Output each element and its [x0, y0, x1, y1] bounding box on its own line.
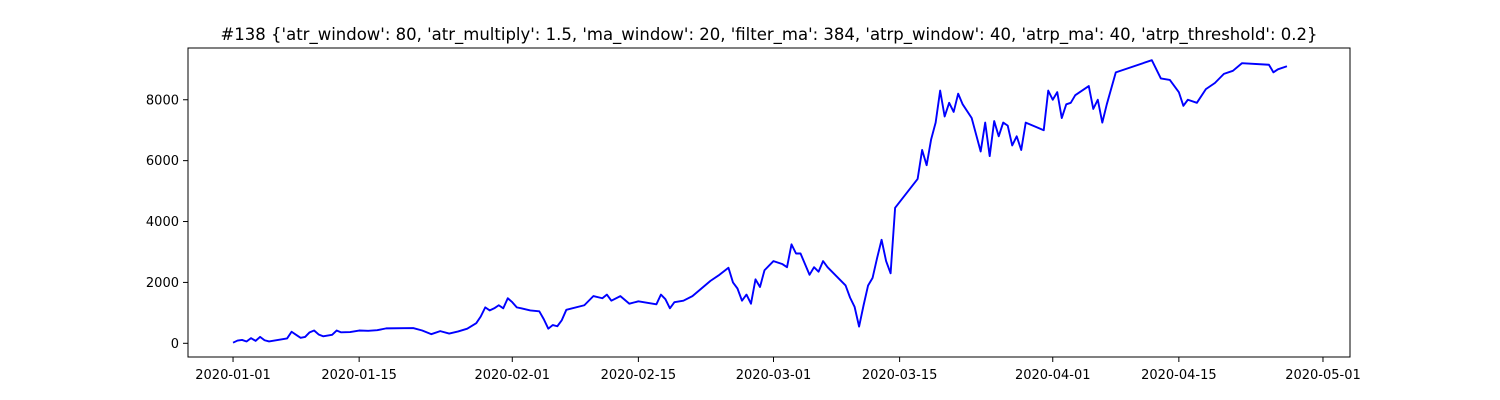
x-tick-label: 2020-03-15 — [862, 368, 938, 383]
plot-area — [232, 59, 1288, 344]
x-tick-label: 2020-04-01 — [1015, 368, 1091, 383]
axes-frame — [187, 47, 1351, 358]
x-axis: 2020-01-01 2020-01-15 2020-02-01 2020-02-15… — [195, 357, 1361, 383]
x-tick-label: 2020-02-15 — [601, 368, 677, 383]
y-tick-label: 6000 — [146, 154, 179, 169]
x-tick-label: 2020-02-01 — [474, 368, 550, 383]
x-tick-label: 2020-01-01 — [195, 368, 271, 383]
y-tick-label: 2000 — [146, 276, 179, 291]
y-tick-label: 8000 — [146, 93, 179, 108]
x-tick-label: 2020-03-01 — [736, 368, 812, 383]
series-line-0 — [232, 59, 1288, 344]
x-tick-label: 2020-05-01 — [1285, 368, 1361, 383]
chart-title: #138 {'atr_window': 80, 'atr_multiply': … — [220, 25, 1317, 45]
y-axis: 0 2000 4000 6000 8000 — [146, 93, 188, 352]
x-tick-label: 2020-01-15 — [321, 368, 397, 383]
x-tick-label: 2020-04-15 — [1141, 368, 1217, 383]
y-tick-label: 0 — [171, 337, 179, 352]
y-tick-label: 4000 — [146, 215, 179, 230]
